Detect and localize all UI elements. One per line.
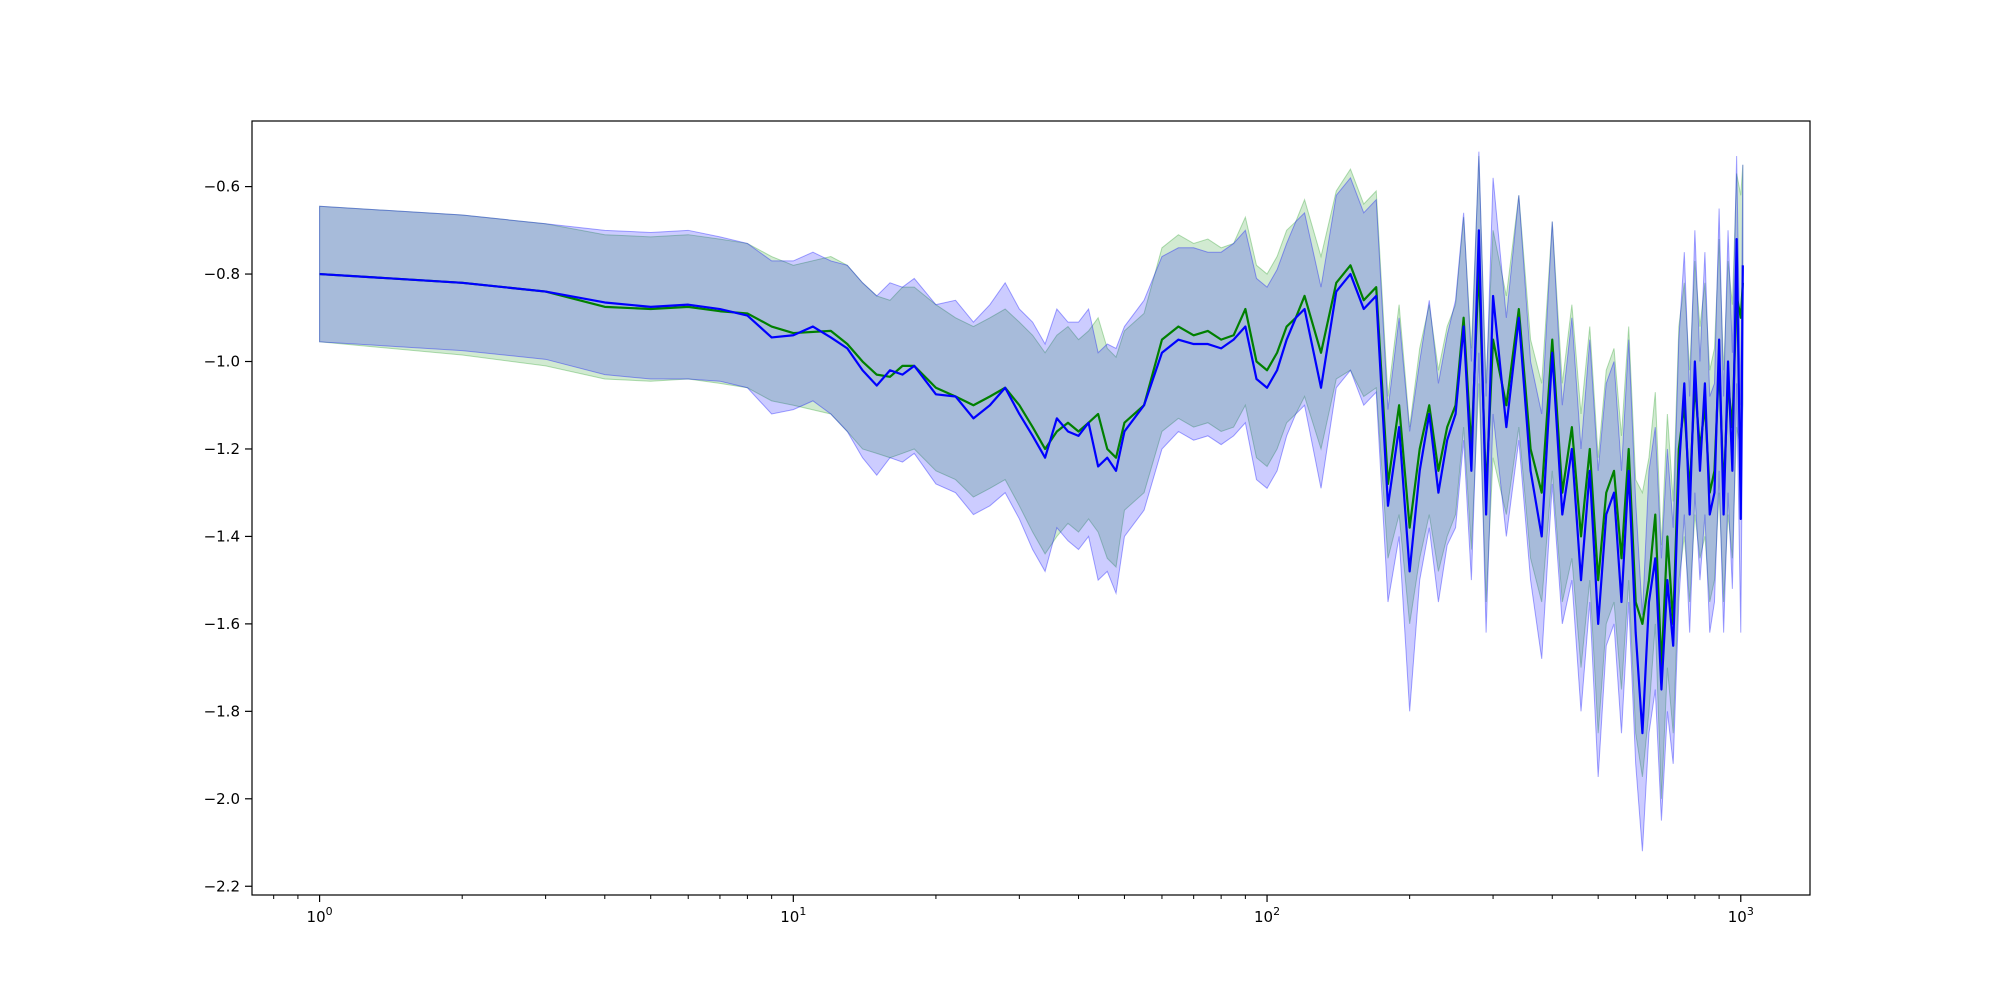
x-tick-label: 100 [307,905,333,926]
series-1-line [319,264,1744,669]
y-tick-label: −1.0 [204,353,240,371]
y-tick-label: −0.8 [204,265,240,283]
series-lines [319,229,1744,735]
y-tick-label: −1.4 [204,527,240,545]
series-1-band [319,155,1744,799]
y-tick-label: −2.0 [204,790,240,808]
y-tick-label: −2.2 [204,877,240,895]
x-tick-label: 102 [1254,905,1280,926]
x-tick-label: 101 [780,905,806,926]
confidence-bands [319,151,1744,852]
plot-area-frame [251,120,1811,896]
series-2-line [319,229,1744,735]
y-tick-label: −0.6 [204,178,240,196]
series-2-band [319,151,1744,852]
x-axis: 100 101 102 103 [273,895,1754,926]
y-axis: −0.6 −0.8 −1.0 −1.2 −1.4 −1.6 −1.8 −2.0 −2.2 [204,178,252,895]
x-tick-label: 103 [1728,905,1754,926]
y-tick-label: −1.2 [204,440,240,458]
y-tick-label: −1.6 [204,615,240,633]
y-tick-label: −1.8 [204,702,240,720]
